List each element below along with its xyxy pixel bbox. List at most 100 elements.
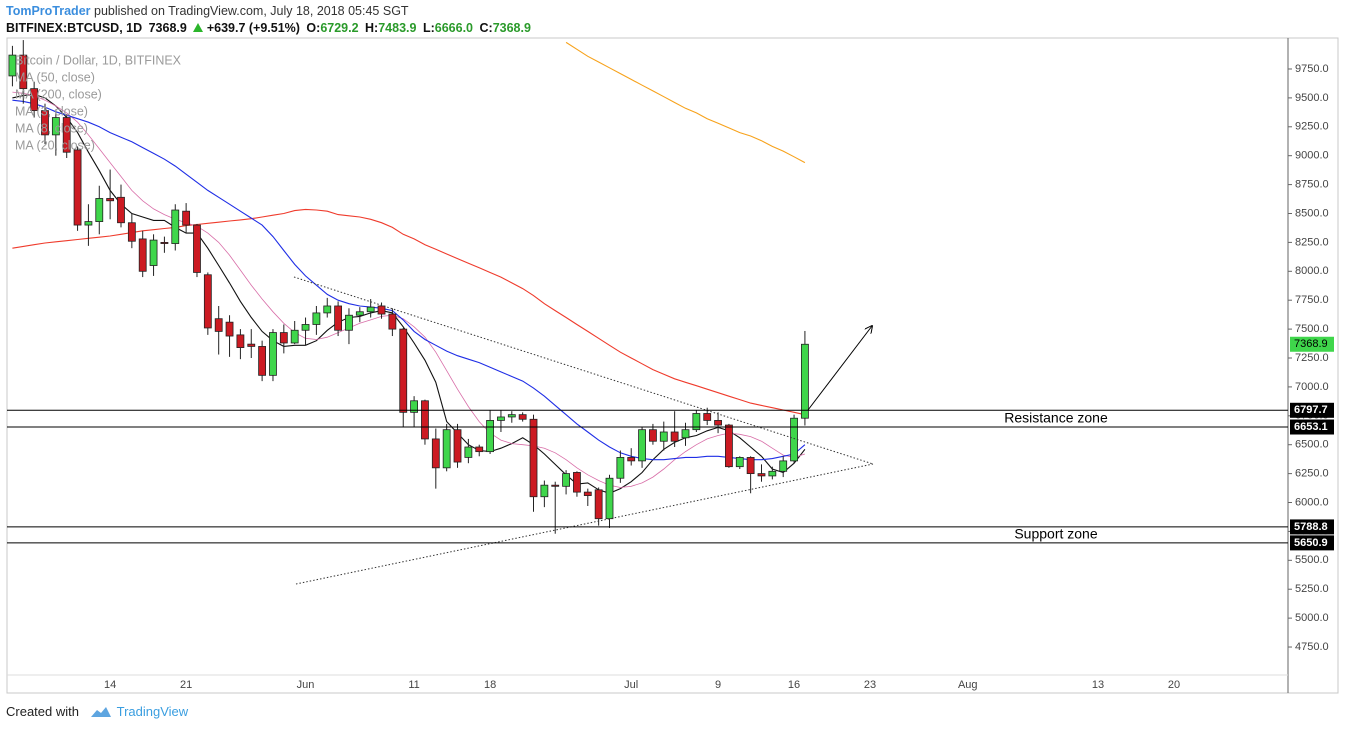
x-tick-label: Jun xyxy=(297,679,315,691)
candle-body xyxy=(410,400,418,413)
candle-body xyxy=(529,418,538,498)
candle-body xyxy=(171,209,180,244)
ma-line xyxy=(12,93,806,494)
y-tick-label: 4750.0 xyxy=(1295,641,1329,653)
candle-body xyxy=(279,332,288,344)
x-tick-label: 11 xyxy=(408,679,419,691)
candle-body xyxy=(725,424,733,468)
y-tick-label: 5250.0 xyxy=(1295,583,1329,595)
symbol-line: BITFINEX:BTCUSD, 1D 7368.9 +639.7 (+9.51… xyxy=(6,21,534,35)
candle-body xyxy=(616,457,625,479)
footer: Created with TradingView xyxy=(6,704,188,719)
legend-item: MA (50, close) xyxy=(15,70,95,84)
x-tick-label: Aug xyxy=(958,679,978,691)
candle-body xyxy=(605,477,614,520)
candle-body xyxy=(377,305,386,315)
last-price-box xyxy=(1290,336,1334,352)
level-label-box xyxy=(1290,402,1334,418)
ma-line xyxy=(12,91,806,488)
ma-line xyxy=(565,41,806,164)
candle-body xyxy=(421,400,429,440)
candle-body xyxy=(757,473,766,477)
candle-body xyxy=(497,416,505,421)
level-label-box xyxy=(1290,535,1334,551)
candle-body xyxy=(290,329,299,344)
candle-body xyxy=(334,305,343,331)
level-label-box xyxy=(1290,419,1334,435)
chart: Bitcoin / Dollar, 1D, BITFINEX MA (50, c… xyxy=(6,37,1339,694)
y-tick-label: 6500.0 xyxy=(1295,439,1329,451)
y-tick-label: 5500.0 xyxy=(1295,554,1329,566)
x-tick-label: 14 xyxy=(104,679,116,691)
ohlc-l: 6666.0 xyxy=(434,21,473,35)
x-tick-label: 18 xyxy=(484,679,496,691)
candle-body xyxy=(30,88,39,112)
zone-annotation: Resistance zone xyxy=(1004,409,1108,425)
candle-body xyxy=(768,470,777,477)
candle-body xyxy=(62,117,71,153)
candle-body xyxy=(431,438,440,469)
legend-item: MA (3, close) xyxy=(15,104,88,118)
ohlc-h-label: H: xyxy=(365,21,379,35)
candle-body xyxy=(95,198,104,222)
candle-body xyxy=(573,472,581,493)
candle-body xyxy=(214,318,223,332)
candle-body xyxy=(649,429,657,442)
candle-body xyxy=(41,110,49,136)
candle-body xyxy=(562,473,570,487)
candle-body xyxy=(703,413,712,421)
legend-item: MA (200, close) xyxy=(15,87,102,101)
ohlc-c: 7368.9 xyxy=(492,21,531,35)
candle-body xyxy=(203,274,212,329)
candle-body xyxy=(638,429,646,462)
ohlc-c-label: C: xyxy=(479,21,493,35)
candle-body xyxy=(486,420,494,453)
candle-body xyxy=(182,210,191,226)
legend-title: Bitcoin / Dollar, 1D, BITFINEX xyxy=(15,53,182,67)
candle-body xyxy=(475,446,484,453)
candle-body xyxy=(692,413,701,431)
candle-body xyxy=(540,484,549,498)
y-tick-label: 7750.0 xyxy=(1295,294,1329,306)
candle-body xyxy=(258,346,267,376)
candle-body xyxy=(714,420,722,426)
candle-body xyxy=(399,328,408,413)
candle-body xyxy=(247,343,256,347)
candle-body xyxy=(84,221,93,226)
chart-frame xyxy=(6,37,1339,694)
legend-item: MA (8, close) xyxy=(15,121,88,135)
trend-line-lower xyxy=(295,463,874,585)
candle-body xyxy=(323,305,332,314)
y-tick-label: 7000.0 xyxy=(1295,381,1329,393)
x-tick-label: 20 xyxy=(1168,679,1180,691)
y-tick-label: 8000.0 xyxy=(1295,265,1329,277)
zone-annotation: Support zone xyxy=(1014,526,1097,542)
candle-body xyxy=(594,489,603,520)
candle-body xyxy=(51,117,60,136)
ohlc-h: 7483.9 xyxy=(378,21,417,35)
x-tick-label: 21 xyxy=(180,679,192,691)
x-tick-label: 23 xyxy=(864,679,876,691)
candle-body xyxy=(779,460,788,472)
y-tick-label: 8250.0 xyxy=(1295,236,1329,248)
y-tick-label: 7500.0 xyxy=(1295,323,1329,335)
brand-logo[interactable] xyxy=(89,704,113,718)
trend-line-upper xyxy=(293,276,874,465)
y-tick-label: 6250.0 xyxy=(1295,468,1329,480)
candle-body xyxy=(117,196,125,224)
candle-body xyxy=(442,429,451,469)
candle-body xyxy=(681,429,690,439)
legend-item: MA (20, close) xyxy=(15,138,95,152)
author[interactable]: TomProTrader xyxy=(6,4,91,18)
symbol: BITFINEX:BTCUSD, 1D xyxy=(6,21,143,35)
candle-body xyxy=(19,54,28,90)
level-label-box xyxy=(1290,519,1334,535)
level-label: 5650.9 xyxy=(1294,537,1328,549)
candle-body xyxy=(301,324,310,331)
candle-body xyxy=(746,457,755,475)
candle-body xyxy=(138,238,147,272)
y-tick-label: 9750.0 xyxy=(1295,63,1329,75)
candle-body xyxy=(507,414,516,418)
brand[interactable]: TradingView xyxy=(116,704,189,719)
change: +639.7 (+9.51%) xyxy=(206,21,300,35)
